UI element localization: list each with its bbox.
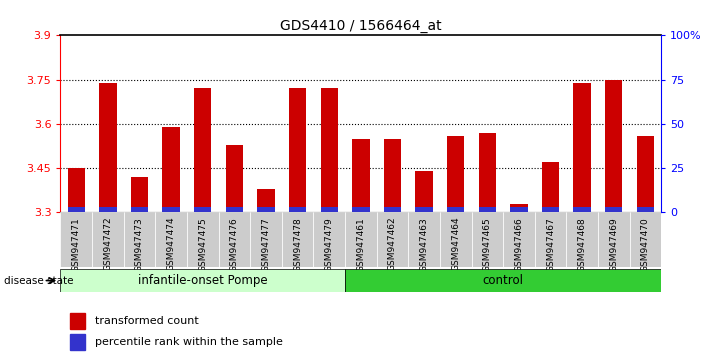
FancyBboxPatch shape [92, 212, 124, 267]
FancyBboxPatch shape [503, 212, 535, 267]
FancyBboxPatch shape [155, 212, 187, 267]
FancyBboxPatch shape [471, 212, 503, 267]
Bar [257, 207, 274, 212]
Bar [68, 168, 85, 212]
FancyBboxPatch shape [60, 212, 92, 267]
Bar [510, 204, 528, 212]
Bar [637, 136, 654, 212]
Text: infantile-onset Pompe: infantile-onset Pompe [138, 274, 267, 287]
Text: percentile rank within the sample: percentile rank within the sample [95, 337, 283, 348]
Text: GSM947472: GSM947472 [103, 217, 112, 272]
FancyBboxPatch shape [314, 212, 345, 267]
Bar [131, 177, 148, 212]
Bar [637, 207, 654, 212]
Bar [321, 207, 338, 212]
Bar [70, 313, 85, 329]
FancyBboxPatch shape [567, 212, 598, 267]
Bar [384, 207, 401, 212]
Title: GDS4410 / 1566464_at: GDS4410 / 1566464_at [280, 19, 442, 33]
Text: GSM947477: GSM947477 [262, 217, 270, 272]
Text: GSM947463: GSM947463 [419, 217, 429, 272]
FancyBboxPatch shape [630, 212, 661, 267]
Text: GSM947475: GSM947475 [198, 217, 207, 272]
FancyBboxPatch shape [598, 212, 630, 267]
Bar [605, 207, 623, 212]
Text: GSM947464: GSM947464 [451, 217, 460, 272]
FancyBboxPatch shape [250, 212, 282, 267]
Text: transformed count: transformed count [95, 316, 199, 326]
Text: GSM947471: GSM947471 [72, 217, 81, 272]
FancyBboxPatch shape [218, 212, 250, 267]
Text: GSM947474: GSM947474 [166, 217, 176, 272]
Bar [225, 144, 243, 212]
Bar [574, 207, 591, 212]
Text: GSM947469: GSM947469 [609, 217, 619, 272]
Bar [447, 207, 464, 212]
Text: GSM947476: GSM947476 [230, 217, 239, 272]
Text: GSM947470: GSM947470 [641, 217, 650, 272]
Bar [542, 162, 560, 212]
Bar [352, 207, 370, 212]
Bar [225, 207, 243, 212]
Bar [70, 334, 85, 350]
Bar [194, 88, 211, 212]
Bar [352, 139, 370, 212]
FancyBboxPatch shape [345, 212, 377, 267]
Bar [415, 171, 433, 212]
Text: GSM947461: GSM947461 [356, 217, 365, 272]
Text: GSM947462: GSM947462 [388, 217, 397, 272]
FancyBboxPatch shape [187, 212, 218, 267]
Bar [162, 207, 180, 212]
Text: GSM947467: GSM947467 [546, 217, 555, 272]
Bar [605, 80, 623, 212]
Text: GSM947468: GSM947468 [577, 217, 587, 272]
FancyBboxPatch shape [60, 269, 345, 292]
Bar [131, 207, 148, 212]
FancyBboxPatch shape [124, 212, 155, 267]
Bar [289, 207, 306, 212]
Text: GSM947478: GSM947478 [293, 217, 302, 272]
Text: control: control [483, 274, 523, 287]
Bar [384, 139, 401, 212]
Bar [321, 88, 338, 212]
Text: GSM947479: GSM947479 [325, 217, 333, 272]
Bar [479, 207, 496, 212]
Text: GSM947466: GSM947466 [515, 217, 523, 272]
Bar [289, 88, 306, 212]
Bar [162, 127, 180, 212]
FancyBboxPatch shape [377, 212, 408, 267]
Bar [447, 136, 464, 212]
Bar [510, 207, 528, 212]
Bar [479, 133, 496, 212]
Bar [574, 82, 591, 212]
Text: disease state: disease state [4, 276, 73, 286]
FancyBboxPatch shape [535, 212, 567, 267]
FancyBboxPatch shape [345, 269, 661, 292]
FancyBboxPatch shape [408, 212, 440, 267]
FancyBboxPatch shape [440, 212, 471, 267]
Bar [415, 207, 433, 212]
Bar [194, 207, 211, 212]
FancyBboxPatch shape [282, 212, 314, 267]
Bar [257, 189, 274, 212]
Bar [68, 207, 85, 212]
Text: GSM947465: GSM947465 [483, 217, 492, 272]
Bar [542, 207, 560, 212]
Text: GSM947473: GSM947473 [135, 217, 144, 272]
Bar [99, 207, 117, 212]
Bar [99, 82, 117, 212]
